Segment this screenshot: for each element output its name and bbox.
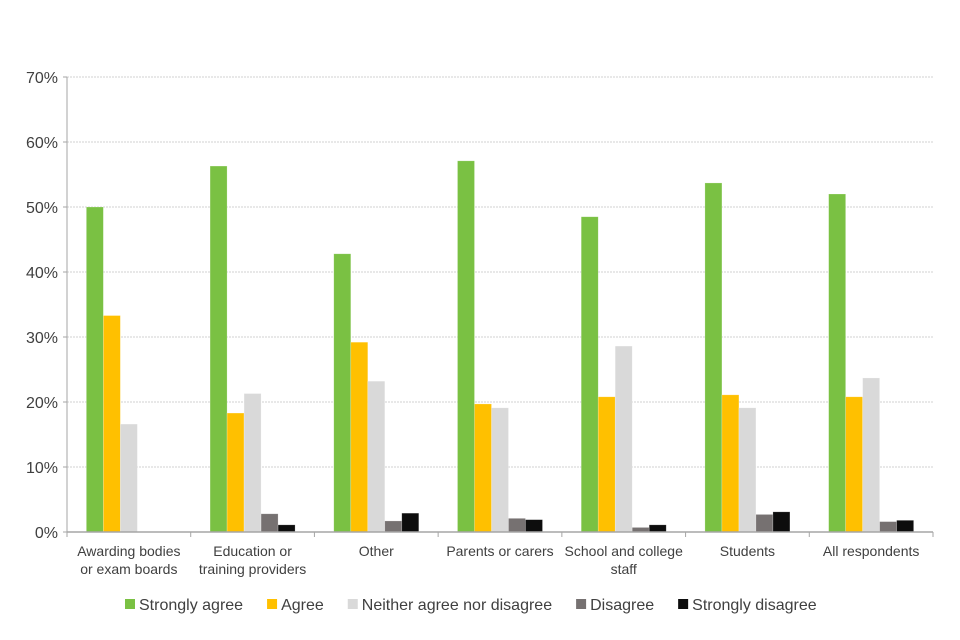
- bar-strongly-agree: [580, 216, 599, 533]
- legend-label: Strongly disagree: [692, 597, 817, 614]
- bar-agree: [474, 403, 492, 533]
- legend-label: Disagree: [590, 597, 654, 614]
- legend-label: Agree: [281, 597, 324, 614]
- x-tick-label: School and college: [565, 543, 684, 559]
- bar-neither-agree-nor-disagree: [738, 407, 757, 533]
- legend-label: Strongly agree: [139, 597, 243, 614]
- bar-disagree: [384, 520, 403, 533]
- bar-agree: [350, 341, 369, 533]
- bar-disagree: [508, 518, 526, 533]
- bar-disagree: [879, 521, 897, 533]
- bar-strongly-agree: [209, 165, 228, 533]
- y-tick-label: 70%: [26, 70, 58, 87]
- legend-swatch: [576, 599, 587, 609]
- bar-neither-agree-nor-disagree: [862, 377, 880, 533]
- bar-disagree: [755, 514, 774, 533]
- y-tick-label: 10%: [26, 460, 58, 477]
- bar-agree: [845, 396, 863, 533]
- bar-strongly-disagree: [772, 511, 791, 533]
- bar-agree: [721, 394, 740, 533]
- bar-strongly-disagree: [401, 512, 420, 533]
- y-tick-label: 40%: [26, 265, 58, 282]
- bar-neither-agree-nor-disagree: [614, 345, 633, 533]
- x-tick-label: staff: [611, 561, 637, 577]
- bar-strongly-disagree: [525, 519, 543, 533]
- bar-strongly-disagree: [277, 524, 296, 533]
- x-tick-label: training providers: [199, 561, 306, 577]
- bar-strongly-agree: [86, 206, 104, 533]
- bar-neither-agree-nor-disagree: [243, 393, 262, 533]
- bar-neither-agree-nor-disagree: [491, 407, 509, 533]
- x-tick-label: Other: [359, 543, 394, 559]
- bar-strongly-disagree: [648, 524, 667, 533]
- x-tick-label: Parents or carers: [446, 543, 553, 559]
- x-tick-label: Education or: [213, 543, 292, 559]
- y-tick-label: 60%: [26, 135, 58, 152]
- bar-agree: [597, 396, 616, 533]
- bar-strongly-agree: [704, 182, 723, 533]
- x-tick-label: Students: [720, 543, 775, 559]
- legend-label: Neither agree nor disagree: [362, 597, 552, 614]
- bar-strongly-disagree: [896, 519, 914, 533]
- bar-strongly-agree: [828, 193, 846, 533]
- bar-disagree: [260, 513, 279, 533]
- bar-strongly-agree: [333, 253, 352, 533]
- x-tick-label: All respondents: [823, 543, 920, 559]
- x-tick-label: or exam boards: [80, 561, 177, 577]
- legend-swatch: [267, 599, 278, 609]
- bar-neither-agree-nor-disagree: [367, 380, 386, 533]
- x-tick-label: Awarding bodies: [77, 543, 180, 559]
- bar-neither-agree-nor-disagree: [120, 423, 138, 533]
- bar-agree: [226, 412, 245, 533]
- y-tick-label: 30%: [26, 330, 58, 347]
- legend-swatch: [347, 599, 358, 609]
- bar-agree: [103, 315, 121, 533]
- legend-swatch: [678, 599, 689, 609]
- y-tick-label: 0%: [35, 525, 58, 542]
- y-tick-label: 20%: [26, 395, 58, 412]
- y-tick-label: 50%: [26, 200, 58, 217]
- bar-strongly-agree: [457, 160, 475, 533]
- legend-swatch: [125, 599, 135, 609]
